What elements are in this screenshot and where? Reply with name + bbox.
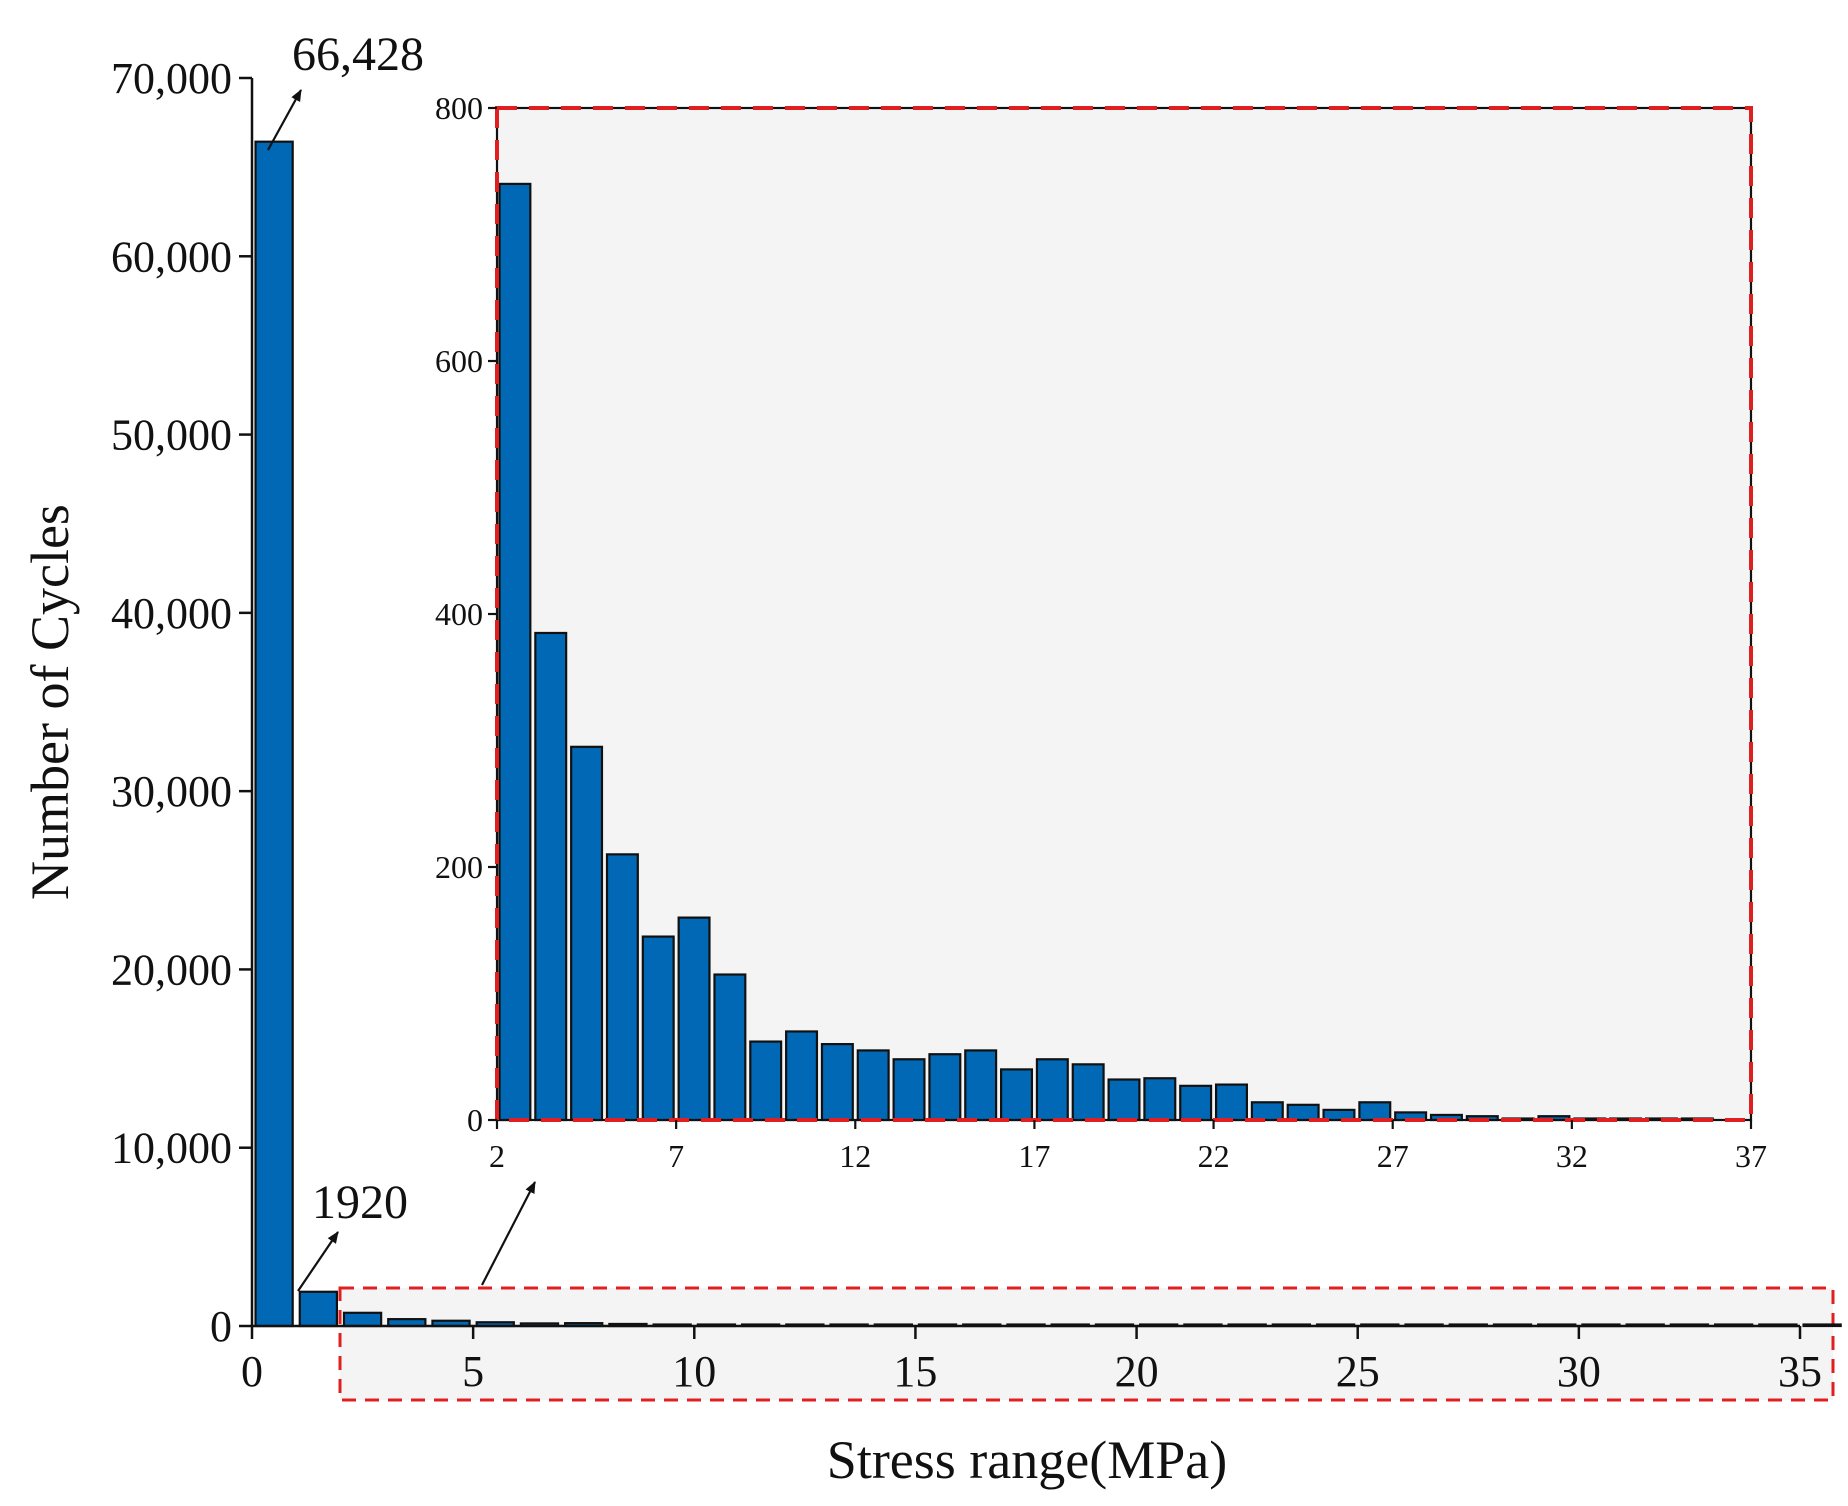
inset-bar-26 — [1358, 1101, 1392, 1122]
inset-bar-8 — [713, 973, 747, 1122]
main-y-ticks: 0 10,000 20,000 30,000 40,000 50,000 60,000 70,… — [111, 54, 252, 1351]
inset-x-tick-label: 32 — [1556, 1138, 1588, 1174]
main-x-tick-label: 25 — [1336, 1347, 1380, 1396]
annotation-second-value: 1920 — [312, 1176, 408, 1229]
main-x-tick-label: 30 — [1557, 1347, 1601, 1396]
inset-bar-17 — [1035, 1058, 1069, 1122]
main-bars — [254, 140, 1842, 1328]
inset-bar-21 — [1179, 1084, 1213, 1122]
inset-bar-19 — [1107, 1078, 1141, 1122]
main-chart: 0 10,000 20,000 30,000 40,000 50,000 60,000 70,… — [20, 28, 1842, 1490]
inset-bar-23 — [1250, 1101, 1284, 1122]
main-y-tick-label: 0 — [210, 1302, 232, 1351]
inset-x-tick-label: 7 — [668, 1138, 684, 1174]
inset-bar-5 — [605, 853, 639, 1122]
inset-bar-18 — [1071, 1063, 1105, 1122]
inset-y-tick-label: 800 — [435, 90, 483, 126]
y-axis-label: Number of Cycles — [20, 504, 80, 900]
main-x-tick-label: 20 — [1115, 1347, 1159, 1396]
inset-bar-24 — [1286, 1103, 1320, 1122]
inset-x-tick-label: 17 — [1018, 1138, 1050, 1174]
inset-bar-9 — [749, 1040, 783, 1122]
main-bar-1 — [298, 1290, 339, 1328]
inset-dashed-border — [495, 106, 1753, 1122]
inset-bar-6 — [641, 935, 675, 1122]
inset-bar-20 — [1143, 1077, 1177, 1122]
main-bar-2 — [342, 1311, 383, 1328]
main-x-tick-label: 5 — [462, 1347, 484, 1396]
inset-bar-25 — [1322, 1108, 1356, 1122]
inset-y-tick-label: 400 — [435, 596, 483, 632]
main-y-tick-label: 60,000 — [111, 232, 232, 281]
main-y-tick-label: 20,000 — [111, 945, 232, 994]
inset-bar-15 — [964, 1049, 998, 1122]
main-x-tick-label: 0 — [241, 1347, 263, 1396]
inset-bar-2 — [498, 182, 532, 1122]
main-bar-35 — [1802, 1323, 1842, 1328]
inset-bars — [498, 182, 1714, 1122]
inset-bar-4 — [570, 745, 604, 1122]
inset-bar-13 — [892, 1058, 926, 1122]
main-y-tick-label: 10,000 — [111, 1124, 232, 1173]
annotation-arrow-second — [297, 1231, 339, 1292]
main-x-ticks: 0 5 10 15 20 25 30 35 — [241, 1326, 1822, 1396]
inset-bar-3 — [534, 631, 568, 1122]
annotation-arrow-peak — [267, 89, 302, 151]
inset-y-tick-label: 0 — [467, 1102, 483, 1138]
inset-x-tick-label: 2 — [489, 1138, 505, 1174]
zoom-arrow — [481, 1181, 536, 1286]
main-y-tick-label: 40,000 — [111, 589, 232, 638]
inset-bar-7 — [677, 916, 711, 1122]
main-x-tick-label: 15 — [893, 1347, 937, 1396]
main-y-tick-label: 30,000 — [111, 767, 232, 816]
inset-y-tick-label: 200 — [435, 849, 483, 885]
x-axis-label: Stress range(MPa) — [827, 1430, 1227, 1490]
inset-bar-12 — [856, 1049, 890, 1122]
highlight-box — [338, 1286, 1835, 1402]
inset-x-tick-label: 12 — [839, 1138, 871, 1174]
main-y-tick-label: 70,000 — [111, 54, 232, 103]
inset-bar-11 — [820, 1042, 854, 1122]
main-bar-0 — [254, 140, 294, 1328]
main-x-tick-label: 35 — [1778, 1347, 1822, 1396]
inset-bar-10 — [785, 1030, 819, 1122]
inset-x-tick-label: 22 — [1198, 1138, 1230, 1174]
inset-bar-14 — [928, 1053, 962, 1122]
inset-x-tick-label: 37 — [1735, 1138, 1767, 1174]
main-y-tick-label: 50,000 — [111, 411, 232, 460]
inset-y-tick-label: 600 — [435, 343, 483, 379]
annotation-peak-value: 66,428 — [292, 28, 424, 81]
inset-bar-16 — [1000, 1068, 1034, 1122]
inset-bar-22 — [1214, 1083, 1248, 1122]
inset-x-tick-label: 27 — [1377, 1138, 1409, 1174]
main-x-tick-label: 10 — [672, 1347, 716, 1396]
inset-x-ticks: 2 7 12 17 22 27 32 37 — [489, 1120, 1767, 1174]
inset-y-ticks: 0 200 400 600 800 — [435, 90, 497, 1138]
